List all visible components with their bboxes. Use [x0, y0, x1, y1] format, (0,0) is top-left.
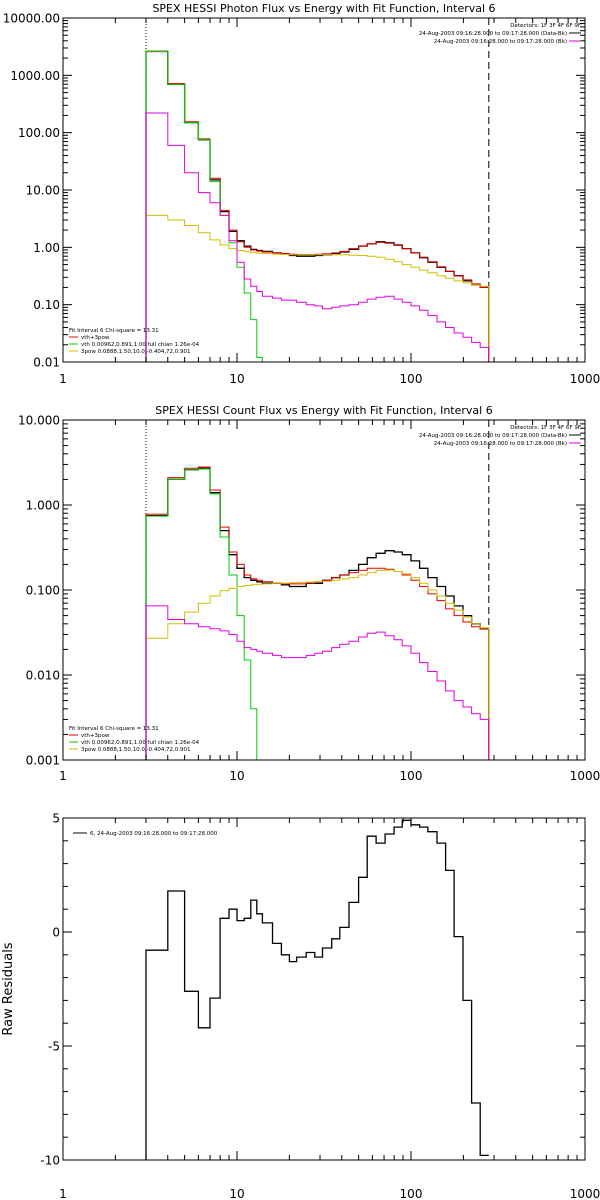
x-tick-label: 1: [59, 769, 67, 783]
x-tick-label: 100: [400, 769, 423, 783]
fit-legend-label: vth+3pow: [81, 335, 110, 341]
legend-bk-label: 24-Aug-2003 09:16:28.000 to 09:17:28.000…: [434, 441, 567, 447]
fit-title-label: Fit Interval 6 Chi-square = 13.31: [69, 328, 159, 334]
series-4-line: [145, 112, 490, 362]
x-tick-label: 100: [400, 1187, 423, 1200]
y-tick-label: -5: [48, 1040, 60, 1054]
detectors-label: Detectors: 1F 3F 4F 6F 9F: [510, 425, 581, 431]
count-flux-panel: SPEX HESSI Count Flux vs Energy with Fit…: [18, 404, 600, 783]
chart-title: SPEX HESSI Count Flux vs Energy with Fit…: [155, 404, 492, 417]
series-3-line: [145, 214, 490, 362]
y-tick-label: 0.100: [26, 584, 60, 598]
chart-title: SPEX HESSI Photon Flux vs Energy with Fi…: [152, 2, 495, 15]
y-tick-label: 1.00: [33, 241, 60, 255]
series-0-line: [145, 819, 489, 1160]
y-tick-label: 0.01: [33, 356, 60, 370]
x-tick-label: 100: [400, 372, 423, 386]
y-tick-label: 10.000: [18, 414, 60, 428]
x-tick-label: 1000: [570, 372, 600, 386]
residual-legend-label: 6, 24-Aug-2003 09:16:28.000 to 09:17:28.…: [90, 831, 218, 837]
y-tick-label: -10: [40, 1154, 60, 1168]
x-tick-label: 1: [59, 1187, 67, 1200]
legend-data-bk-label: 24-Aug-2003 09:16:28.000 to 09:17:28.000…: [419, 433, 567, 439]
x-tick-label: 10: [229, 372, 244, 386]
plot-frame: [62, 817, 586, 1161]
photon-flux-panel: SPEX HESSI Photon Flux vs Energy with Fi…: [3, 2, 600, 386]
fit-legend-label: 3pow 0.0888,1.50,10.0,-0.404,72,0.901: [81, 349, 191, 355]
y-tick-label: 5: [52, 812, 60, 826]
fit-legend-label: vth 0.00962,0.891,1.00 full chian 1.26e-…: [81, 740, 200, 746]
residuals-panel: 1 10 100 1000 -10 -5 0 5 Raw Residuals 6, 24-Aug-…: [1, 812, 600, 1200]
x-tick-label: 10: [229, 769, 244, 783]
series-3-line: [145, 569, 490, 760]
detectors-label: Detectors: 1F 3F 4F 6F 9F: [510, 23, 581, 29]
fit-legend-label: 3pow 0.0888,1.50,10.0,-0.404,72,0.901: [81, 747, 191, 753]
y-tick-label: 0.001: [26, 754, 60, 768]
series-4-line: [145, 605, 490, 760]
fit-legend-label: vth+3pow: [81, 733, 110, 739]
x-tick-label: 1000: [570, 769, 600, 783]
legend-bk-label: 24-Aug-2003 09:16:28.000 to 09:17:28.000…: [434, 39, 567, 45]
y-tick-label: 1.000: [26, 499, 60, 513]
y-tick-label: 100.00: [18, 126, 60, 140]
y-tick-label: 0: [52, 926, 60, 940]
y-tick-label: 10000.00: [3, 12, 60, 26]
y-tick-label: 10.00: [26, 184, 60, 198]
fit-title-label: Fit Interval 6 Chi-square = 13.31: [69, 726, 159, 732]
x-tick-label: 1: [59, 372, 67, 386]
x-tick-label: 1000: [570, 1187, 600, 1200]
y-tick-label: 1000.00: [10, 69, 60, 83]
legend-data-bk-label: 24-Aug-2003 09:16:28.000 to 09:17:28.000…: [419, 31, 567, 37]
y-axis-label: Raw Residuals: [1, 942, 16, 1035]
x-tick-label: 10: [229, 1187, 244, 1200]
y-tick-label: 0.010: [26, 669, 60, 683]
fit-legend-label: vth 0.00962,0.891,1.00 full chian 1.26e-…: [81, 342, 200, 348]
y-tick-label: 0.10: [33, 298, 60, 312]
